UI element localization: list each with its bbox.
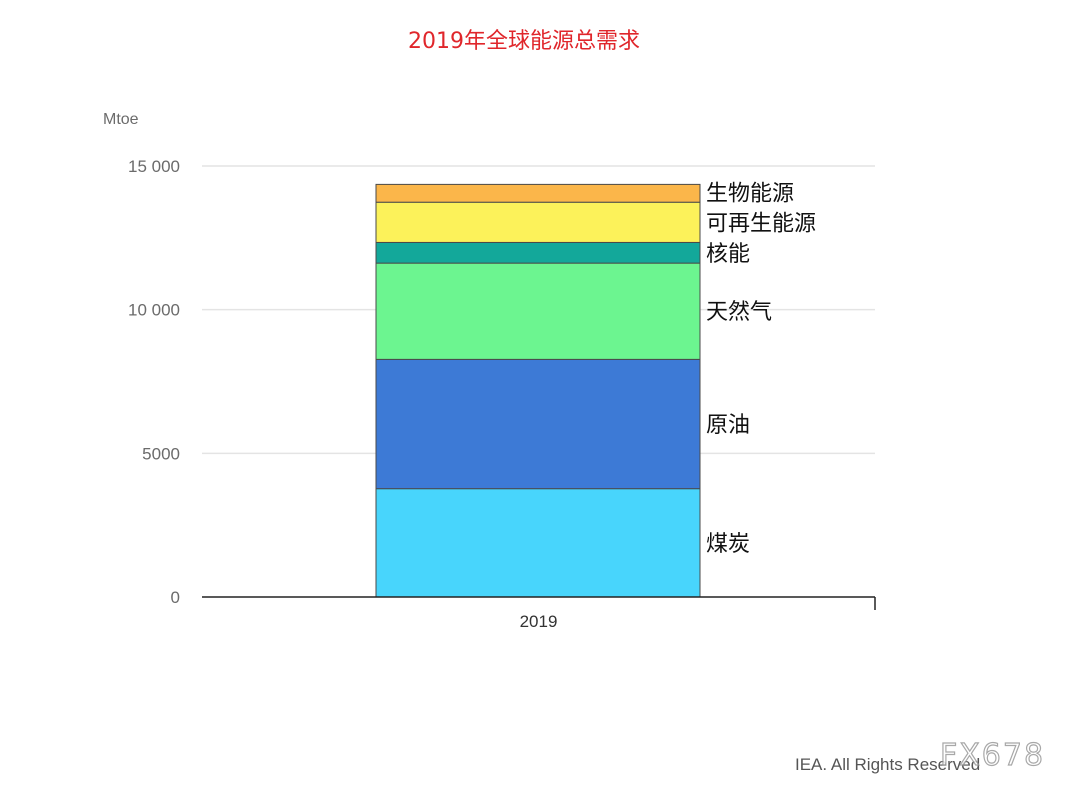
bar-segment	[375, 358, 701, 490]
y-tick-label: 10 000	[128, 301, 180, 320]
segment-labels: 煤炭 原油 天然气 核能 可再生能源 生物能源	[706, 181, 816, 557]
segment-label: 生物能源	[706, 181, 794, 206]
segment-label: 煤炭	[706, 532, 750, 557]
bar-segment	[375, 241, 701, 264]
credit-text: IEA. All Rights Reserved	[795, 755, 980, 774]
bar-segment	[375, 262, 701, 360]
x-tick-label: 2019	[520, 612, 558, 631]
chart-title: 2019年全球能源总需求	[408, 29, 640, 54]
y-axis-ticks: 0 5000 10 000 15 000	[128, 157, 180, 607]
watermark-logo: FX678	[940, 738, 1045, 773]
segment-label: 天然气	[706, 300, 772, 325]
bar-segment	[375, 201, 701, 243]
segment-label: 原油	[706, 413, 750, 438]
x-axis-ticks: 2019	[520, 612, 558, 631]
y-tick-label: 15 000	[128, 157, 180, 176]
stacked-bars	[375, 183, 701, 598]
y-tick-label: 5000	[142, 444, 180, 463]
bar-segment	[375, 183, 701, 203]
segment-label: 可再生能源	[706, 211, 816, 236]
y-tick-label: 0	[171, 588, 180, 607]
bar-segment	[375, 488, 701, 598]
segment-label: 核能	[706, 242, 750, 267]
y-axis-unit-label: Mtoe	[103, 111, 139, 128]
